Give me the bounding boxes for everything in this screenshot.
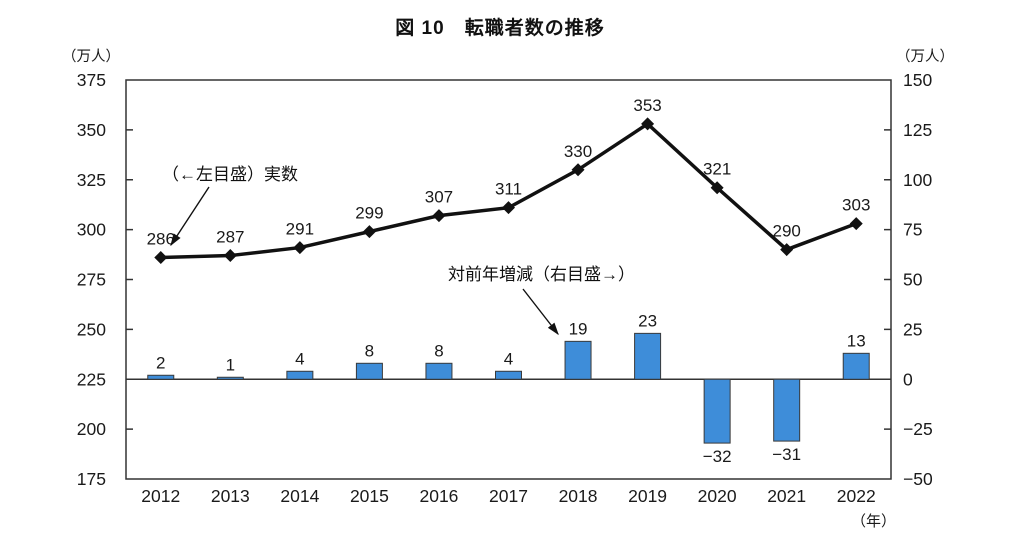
- bar-2017: [495, 370, 522, 380]
- line-marker-2012: [154, 251, 168, 265]
- bar-value-label: 4: [504, 349, 513, 368]
- line-value-label: 307: [425, 188, 453, 207]
- line-marker-2015: [362, 225, 376, 239]
- bar-2021: [773, 378, 801, 442]
- bar-value-label: 23: [638, 311, 657, 330]
- line-marker-2017: [502, 201, 515, 215]
- left-axis-tick-label: 250: [77, 319, 106, 339]
- line-marker-2018: [571, 163, 585, 177]
- x-axis-year-label: 2020: [698, 486, 737, 506]
- line-value-label: 287: [216, 228, 244, 247]
- x-axis-year-label: 2012: [141, 486, 180, 506]
- left-axis-tick-label: 200: [77, 419, 106, 439]
- line-value-label: 290: [772, 222, 800, 241]
- left-axis-tick-label: 225: [77, 369, 106, 389]
- annotation-arrow-line-series: [170, 186, 210, 247]
- line-marker-2016: [432, 209, 446, 223]
- bar-2018: [564, 340, 592, 380]
- bar-value-label: 13: [847, 331, 866, 350]
- line-value-label: 330: [564, 142, 592, 161]
- right-axis-tick-label: 125: [903, 120, 932, 140]
- bar-value-label: 4: [295, 349, 304, 368]
- right-axis-tick-label: 25: [903, 319, 922, 339]
- right-axis-tick-label: −25: [903, 419, 933, 439]
- bar-value-label: −32: [703, 447, 732, 466]
- line-value-label: 291: [286, 220, 314, 239]
- chart-title: 図 10 転職者数の推移: [395, 18, 605, 39]
- line-value-label: 303: [842, 196, 870, 215]
- right-axis-tick-label: 100: [903, 170, 932, 190]
- bar-2019: [634, 332, 662, 380]
- right-axis-tick-label: 75: [903, 220, 922, 240]
- line-marker-2019: [641, 117, 655, 131]
- bar-value-label: 8: [365, 341, 374, 360]
- annotation-bar-series: 対前年増減（右目盛→）: [448, 265, 635, 284]
- bar-value-label: 19: [569, 319, 588, 338]
- bar-2016: [425, 362, 453, 380]
- line-marker-2021: [780, 243, 794, 257]
- left-axis-tick-label: 300: [77, 220, 106, 240]
- left-axis-unit-label: （万人）: [62, 49, 120, 65]
- line-marker-2020: [710, 181, 724, 195]
- x-axis-year-label: 2016: [419, 486, 458, 506]
- bar-2022: [842, 352, 870, 380]
- bar-2013: [216, 376, 244, 380]
- left-axis-tick-label: 350: [77, 120, 106, 140]
- right-axis-tick-label: 0: [903, 369, 913, 389]
- line-value-label: 321: [703, 160, 731, 179]
- line-value-label: 286: [147, 230, 175, 249]
- left-axis-tick-label: 325: [77, 170, 106, 190]
- x-axis-year-label: 2019: [628, 486, 667, 506]
- x-axis-year-label: 2018: [559, 486, 598, 506]
- bar-value-label: 8: [434, 341, 443, 360]
- bar-2020: [703, 378, 731, 444]
- x-axis-year-label: 2021: [767, 486, 806, 506]
- bar-2015: [355, 362, 383, 380]
- right-axis-tick-label: 50: [903, 270, 923, 290]
- left-axis-tick-label: 375: [77, 70, 106, 90]
- line-marker-2013: [223, 249, 237, 263]
- x-axis-year-label: 2013: [211, 486, 250, 506]
- line-marker-2022: [849, 217, 863, 231]
- line-value-label: 311: [495, 180, 522, 199]
- right-axis-tick-label: 150: [903, 70, 932, 90]
- left-axis-tick-label: 275: [77, 270, 106, 290]
- annotation-line-series: （←左目盛）実数: [162, 165, 298, 184]
- annotation-arrow-bar-series: [522, 288, 559, 336]
- line-marker-2014: [293, 241, 307, 255]
- line-value-label: 353: [633, 96, 661, 115]
- x-axis-year-label: 2015: [350, 486, 389, 506]
- right-axis-tick-label: −50: [903, 469, 933, 489]
- right-axis-unit-label: （万人）: [896, 49, 954, 65]
- line-value-label: 299: [355, 204, 383, 223]
- left-axis-tick-label: 175: [77, 469, 106, 489]
- bar-2012: [147, 374, 175, 380]
- x-axis-year-label: 2014: [280, 486, 319, 506]
- bar-2014: [286, 370, 314, 380]
- bar-value-label: −31: [772, 445, 801, 464]
- bar-value-label: 1: [226, 355, 235, 374]
- bar-value-label: 2: [156, 353, 165, 372]
- x-axis-unit-label: （年）: [851, 513, 897, 530]
- x-axis-year-label: 2022: [837, 486, 876, 506]
- x-axis-year-label: 2017: [489, 486, 528, 506]
